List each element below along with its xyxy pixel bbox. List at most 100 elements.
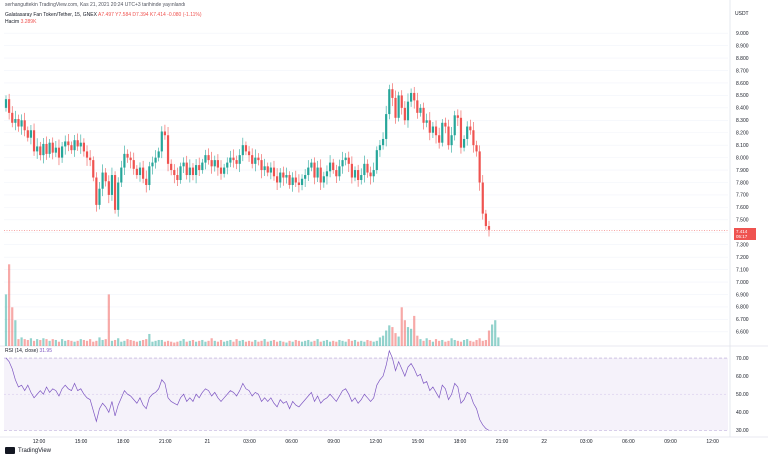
price-tick-label: 7.500 — [736, 218, 749, 224]
time-tick-label: 06:00 — [285, 439, 298, 445]
price-tick-label: 8.500 — [736, 93, 749, 99]
volume-bar — [135, 341, 138, 346]
candle-body — [70, 145, 73, 151]
candle-body — [204, 155, 207, 163]
volume-bar — [185, 341, 188, 346]
candle-body — [335, 170, 338, 177]
volume-bar — [381, 335, 385, 346]
volume-bar — [57, 341, 61, 346]
volume-bar — [431, 341, 435, 346]
footer-brand[interactable]: TradingView — [5, 447, 51, 454]
candle-body — [85, 151, 89, 158]
candle-body — [316, 167, 319, 178]
candle-body — [51, 142, 54, 153]
volume-bar — [491, 324, 494, 346]
volume-bar — [372, 341, 375, 346]
candle-body — [219, 167, 223, 174]
price-tick-label: 6.600 — [736, 330, 749, 336]
candle-body — [391, 89, 394, 98]
candle-body — [372, 170, 375, 177]
volume-bar — [11, 307, 14, 346]
candle-body — [481, 182, 484, 214]
candle-body — [110, 175, 114, 195]
candle-body — [260, 160, 263, 171]
volume-label[interactable]: Hacim — [5, 19, 20, 25]
volume-bar — [497, 337, 500, 346]
volume-bar — [163, 341, 167, 346]
volume-bar — [260, 340, 263, 346]
candle-body — [235, 160, 238, 164]
volume-bar — [113, 339, 117, 346]
candle-body — [157, 151, 160, 158]
volume-bar — [232, 341, 235, 346]
volume-bar — [120, 341, 123, 346]
rsi-legend[interactable]: RSI (14, close) 31.95 — [5, 348, 52, 354]
candle-body — [285, 175, 288, 178]
price-tick-label: 7.600 — [736, 205, 749, 211]
volume-bar — [60, 339, 64, 346]
candle-body — [450, 135, 453, 146]
candle-body — [92, 160, 95, 178]
candle-body — [48, 142, 51, 154]
volume-bar — [322, 340, 325, 346]
symbol-label[interactable]: Galatasaray Fan Token/Tether, 15, GNEX — [5, 12, 97, 18]
chart-legend: Galatasaray Fan Token/Tether, 15, GNEX A… — [5, 12, 202, 26]
price-tick-label: 7.700 — [736, 193, 749, 199]
price-tick-label: 8.800 — [736, 56, 749, 62]
candle-body — [151, 162, 154, 167]
candle-body — [282, 172, 285, 178]
volume-bar — [257, 341, 260, 346]
volume-bar — [388, 325, 391, 346]
volume-bar — [17, 339, 20, 346]
volume-bar — [194, 341, 198, 346]
volume-bar — [325, 339, 329, 346]
price-tick-label: 9.000 — [736, 31, 749, 37]
volume-bar — [300, 341, 304, 346]
candle-body — [291, 177, 294, 185]
volume-bar — [176, 341, 179, 346]
candle-body — [466, 126, 469, 139]
rsi-axis: 70.00 60.00 50.00 40.00 30.00 — [736, 356, 749, 434]
candle-body — [403, 107, 406, 121]
volume-bar — [391, 327, 394, 346]
volume-bar — [416, 335, 419, 346]
volume-bar — [89, 339, 92, 346]
rsi-tick-label: 30.00 — [736, 428, 749, 434]
time-axis: 12:00 15:00 18:00 21:00 21 03:00 06:00 09:00 12:… — [33, 439, 719, 445]
candle-body — [251, 155, 254, 164]
price-tick-label: 8.700 — [736, 68, 749, 74]
volume-bar — [104, 339, 107, 346]
candle-body — [14, 119, 17, 123]
volume-bar — [397, 336, 400, 346]
volume-bar — [462, 339, 466, 346]
candle-body — [194, 165, 198, 176]
time-tick-label: 09:00 — [664, 439, 677, 445]
candle-body — [104, 172, 107, 182]
candle-body — [313, 162, 316, 178]
brand-name: TradingView — [18, 447, 52, 454]
volume-bar — [310, 341, 313, 346]
volume-bar — [229, 339, 232, 346]
currency-label[interactable]: USDT — [735, 11, 749, 17]
volume-bar — [173, 342, 176, 346]
rsi-value: 31.95 — [39, 348, 52, 354]
time-tick-label: 15:00 — [412, 439, 425, 445]
candle-body — [431, 126, 435, 133]
candle-body — [363, 163, 366, 176]
volume-bar — [54, 339, 57, 346]
candle-body — [98, 188, 101, 205]
candle-body — [82, 142, 86, 152]
candle-body — [419, 107, 422, 113]
volume-bar — [456, 340, 459, 346]
volume-bar — [29, 338, 33, 346]
candle-body — [347, 157, 350, 164]
candle-body — [163, 131, 167, 136]
volume-bar — [179, 340, 182, 346]
volume-bar — [347, 339, 350, 346]
time-tick-label: 21 — [205, 439, 211, 445]
volume-bar — [266, 341, 269, 346]
candle-body — [272, 167, 276, 177]
candle-body — [54, 147, 57, 153]
candle-body — [388, 89, 391, 115]
